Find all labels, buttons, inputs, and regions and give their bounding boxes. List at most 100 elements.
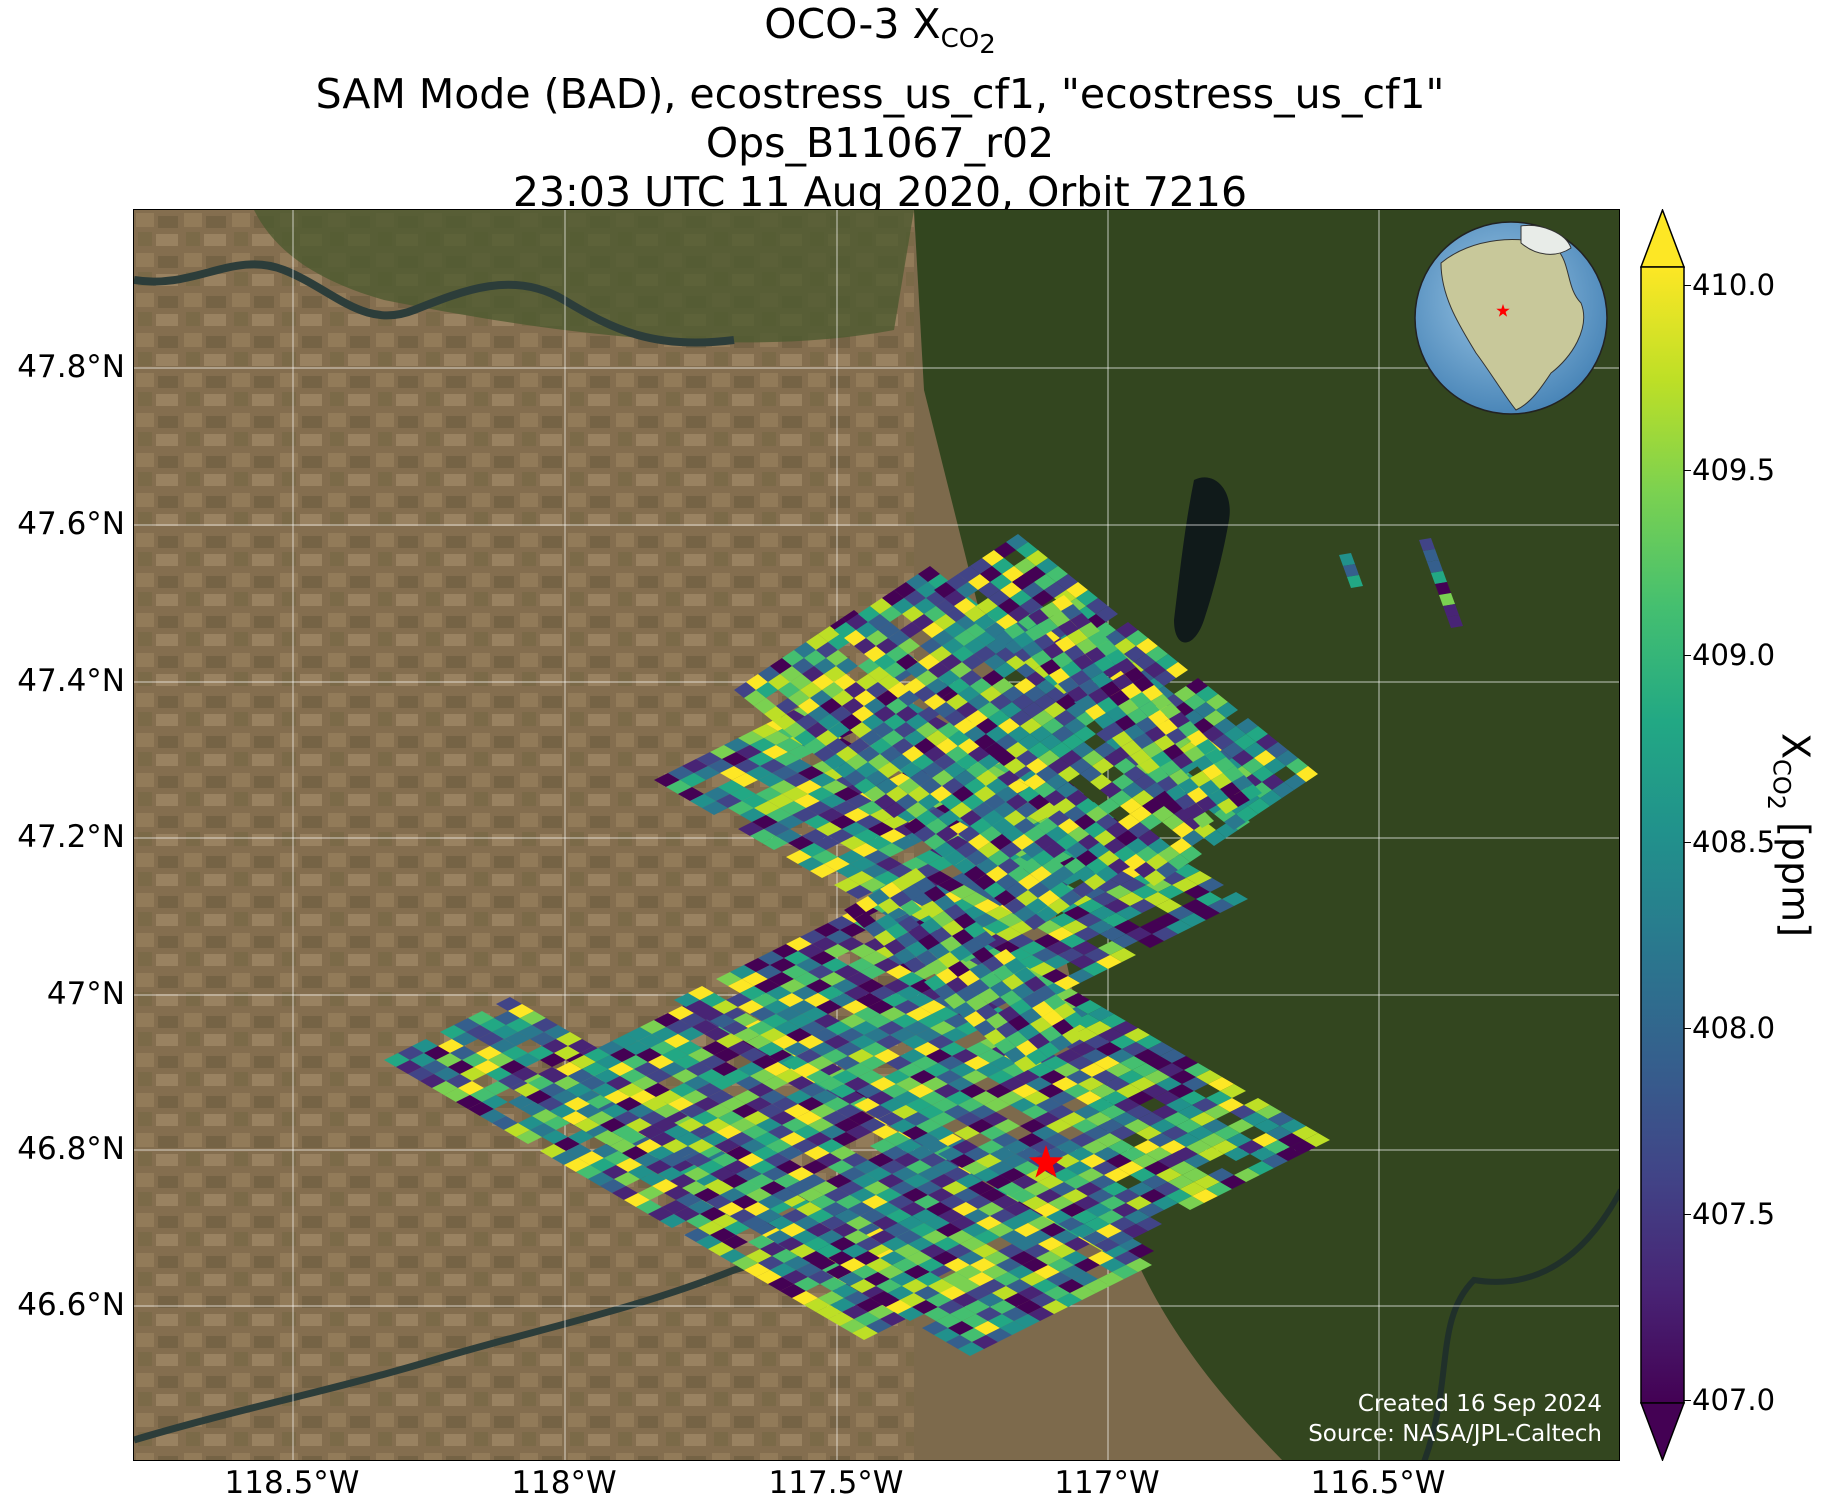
- sounding-pixel: [876, 690, 898, 706]
- sounding-pixel: [688, 1139, 714, 1153]
- sounding-pixel: [944, 993, 966, 1009]
- sounding-pixel: [1054, 1154, 1080, 1168]
- sounding-pixel: [1154, 735, 1175, 751]
- sounding-pixel: [862, 864, 888, 878]
- sounding-pixel: [1046, 1119, 1072, 1133]
- sounding-pixel: [1096, 814, 1118, 830]
- sounding-pixel: [1106, 1063, 1132, 1077]
- sounding-pixel: [1048, 1258, 1074, 1272]
- sounding-pixel: [1022, 702, 1044, 718]
- sounding-pixel: [804, 650, 826, 666]
- sounding-pixel: [766, 808, 792, 822]
- sounding-pixel: [804, 815, 830, 829]
- sounding-pixel: [696, 1083, 722, 1097]
- sounding-pixel: [900, 762, 922, 778]
- sounding-pixel: [954, 1279, 980, 1293]
- sounding-pixel: [618, 1083, 644, 1097]
- sounding-pixel: [1104, 750, 1126, 766]
- sounding-pixel: [1024, 686, 1046, 702]
- globe-greenland: [1520, 224, 1572, 255]
- sounding-pixel: [1228, 1119, 1254, 1133]
- sounding-pixel: [998, 1006, 1020, 1022]
- sounding-pixel: [1116, 830, 1138, 846]
- sounding-pixel: [986, 1175, 1012, 1189]
- sounding-pixel: [924, 694, 946, 710]
- sounding-pixel: [1182, 899, 1208, 913]
- sounding-pixel: [1004, 758, 1026, 774]
- sounding-pixel: [936, 1132, 962, 1146]
- sounding-pixel: [954, 598, 976, 614]
- sounding-pixel: [726, 1146, 752, 1160]
- sounding-pixel: [1060, 1112, 1086, 1126]
- sounding-pixel: [938, 670, 960, 686]
- globe-site-star-icon: [1496, 304, 1510, 317]
- sounding-pixel: [1447, 615, 1463, 628]
- sounding-pixel: [1038, 1084, 1064, 1098]
- sounding-pixel: [876, 778, 898, 794]
- sounding-pixel: [678, 1118, 704, 1132]
- sounding-pixel: [798, 857, 824, 871]
- sounding-pixel: [886, 646, 908, 662]
- sounding-pixel: [834, 674, 856, 690]
- sounding-pixel: [1130, 1168, 1156, 1182]
- source-credit: Source: NASA/JPL-Caltech: [1308, 1421, 1602, 1447]
- sounding-pixel: [992, 965, 1014, 981]
- sounding-pixel: [1264, 1140, 1290, 1154]
- sounding-pixel: [896, 1077, 922, 1091]
- sounding-pixel: [1002, 826, 1024, 842]
- sounding-pixel: [708, 1181, 734, 1195]
- sounding-pixel: [758, 951, 784, 965]
- sounding-pixel: [716, 794, 742, 808]
- sounding-pixel: [838, 850, 864, 864]
- colorbar: [1640, 209, 1685, 1461]
- sounding-pixel: [836, 658, 858, 674]
- sounding-pixel: [780, 666, 802, 682]
- sounding-pixel: [1020, 1119, 1046, 1133]
- sounding-pixel: [920, 1091, 946, 1105]
- sounding-pixel: [1084, 1279, 1110, 1293]
- sounding-pixel: [932, 1098, 958, 1112]
- sounding-pixel: [1242, 758, 1264, 774]
- sounding-pixel: [1187, 787, 1208, 803]
- sounding-pixel: [798, 766, 824, 780]
- sounding-pixel: [1076, 638, 1097, 654]
- sounding-pixel: [1024, 774, 1046, 790]
- sounding-pixel: [1074, 1014, 1100, 1028]
- sounding-pixel: [748, 1174, 774, 1188]
- sounding-pixel: [696, 1235, 722, 1249]
- lon-tick-116-5: 116.5°W: [1310, 1465, 1446, 1501]
- sounding-pixel: [844, 1077, 870, 1091]
- sounding-pixel: [940, 794, 962, 810]
- sounding-pixel: [804, 1237, 830, 1251]
- sounding-pixel: [1024, 914, 1046, 930]
- sounding-pixel: [708, 1090, 734, 1104]
- sounding-pixel: [550, 1104, 576, 1118]
- sounding-pixel: [834, 1209, 860, 1223]
- lat-tick-47-6: 47.6°N: [17, 506, 125, 542]
- sounding-pixel: [980, 972, 1002, 988]
- sounding-pixel: [538, 1097, 564, 1111]
- sounding-pixel: [978, 1202, 1004, 1216]
- sounding-pixel: [1102, 913, 1128, 927]
- sounding-pixel: [698, 1160, 724, 1174]
- title-subscript-2: 2: [979, 30, 996, 61]
- sounding-pixel: [1064, 993, 1090, 1007]
- sounding-pixel: [826, 650, 848, 666]
- sounding-pixel: [1138, 830, 1160, 846]
- sounding-pixel: [1046, 1210, 1072, 1224]
- sounding-pixel: [1080, 766, 1102, 782]
- sounding-pixel: [1166, 728, 1187, 744]
- sounding-pixel: [960, 1237, 986, 1251]
- sounding-pixel: [1074, 1105, 1100, 1119]
- sounding-pixel: [920, 1153, 946, 1167]
- sounding-pixel: [1014, 967, 1036, 983]
- sounding-pixel: [1100, 1105, 1126, 1119]
- sounding-pixel: [700, 1055, 726, 1069]
- sounding-pixel: [1435, 582, 1451, 595]
- sounding-pixel: [1046, 941, 1072, 955]
- sounding-pixel: [898, 1063, 924, 1077]
- sounding-pixel: [568, 1039, 594, 1053]
- sounding-pixel: [798, 1097, 824, 1111]
- sounding-pixel: [728, 1132, 754, 1146]
- sounding-pixel: [1128, 1244, 1154, 1258]
